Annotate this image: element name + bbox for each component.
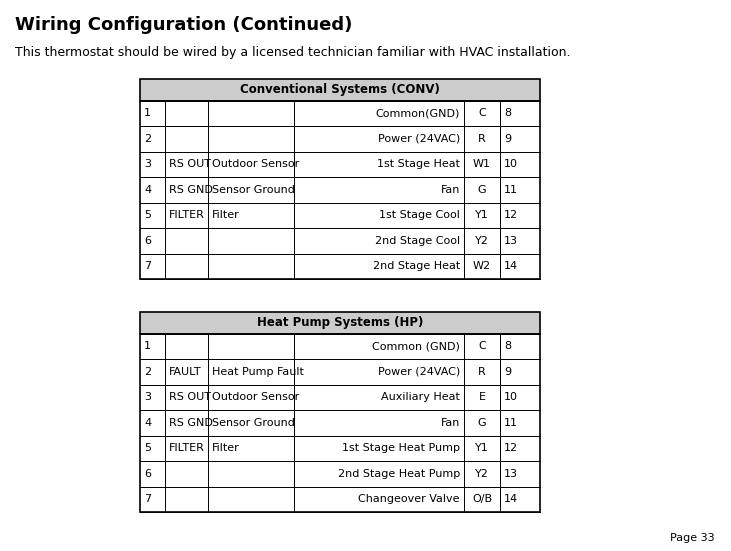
Text: FAULT: FAULT — [169, 367, 202, 377]
Text: 2nd Stage Heat Pump: 2nd Stage Heat Pump — [338, 469, 460, 479]
Text: Auxiliary Heat: Auxiliary Heat — [381, 392, 460, 402]
Text: Y2: Y2 — [475, 469, 489, 479]
Text: 13: 13 — [504, 469, 518, 479]
Text: Sensor Ground: Sensor Ground — [212, 418, 295, 428]
Text: 7: 7 — [144, 494, 151, 504]
Text: 10: 10 — [504, 159, 518, 169]
Text: Y2: Y2 — [475, 236, 489, 246]
Text: 2: 2 — [144, 134, 151, 144]
Text: Common (GND): Common (GND) — [372, 341, 460, 351]
Text: Conventional Systems (CONV): Conventional Systems (CONV) — [240, 83, 440, 96]
Text: RS GND: RS GND — [169, 418, 213, 428]
Text: 3: 3 — [144, 159, 151, 169]
Text: This thermostat should be wired by a licensed technician familiar with HVAC inst: This thermostat should be wired by a lic… — [15, 46, 570, 59]
Bar — [140, 79, 540, 100]
Text: 1: 1 — [144, 341, 151, 351]
Text: Power (24VAC): Power (24VAC) — [378, 367, 460, 377]
Text: Page 33: Page 33 — [670, 533, 715, 543]
Text: Changeover Valve: Changeover Valve — [358, 494, 460, 504]
Text: W2: W2 — [473, 261, 491, 271]
Text: Sensor Ground: Sensor Ground — [212, 185, 295, 195]
Text: 14: 14 — [504, 261, 518, 271]
Text: 14: 14 — [504, 494, 518, 504]
Text: 11: 11 — [504, 185, 518, 195]
Text: RS GND: RS GND — [169, 185, 213, 195]
Text: Filter: Filter — [212, 210, 240, 220]
Text: G: G — [477, 185, 486, 195]
Text: O/B: O/B — [472, 494, 492, 504]
Text: 5: 5 — [144, 443, 151, 453]
Text: FILTER: FILTER — [169, 210, 205, 220]
Text: 1: 1 — [144, 108, 151, 118]
Text: RS OUT: RS OUT — [169, 392, 211, 402]
Bar — [140, 312, 540, 333]
Text: R: R — [478, 367, 486, 377]
Text: 9: 9 — [504, 367, 511, 377]
Text: 5: 5 — [144, 210, 151, 220]
Text: 4: 4 — [144, 185, 151, 195]
Text: 6: 6 — [144, 236, 151, 246]
Text: 1st Stage Cool: 1st Stage Cool — [379, 210, 460, 220]
Text: Power (24VAC): Power (24VAC) — [378, 134, 460, 144]
Text: Outdoor Sensor: Outdoor Sensor — [212, 392, 299, 402]
Text: Filter: Filter — [212, 443, 240, 453]
Text: 12: 12 — [504, 210, 518, 220]
Text: Outdoor Sensor: Outdoor Sensor — [212, 159, 299, 169]
Text: 10: 10 — [504, 392, 518, 402]
Text: 2nd Stage Heat: 2nd Stage Heat — [373, 261, 460, 271]
Text: 7: 7 — [144, 261, 151, 271]
Text: Fan: Fan — [441, 185, 460, 195]
Text: E: E — [479, 392, 485, 402]
Text: 1st Stage Heat: 1st Stage Heat — [377, 159, 460, 169]
Text: R: R — [478, 134, 486, 144]
Text: Heat Pump Systems (HP): Heat Pump Systems (HP) — [257, 316, 423, 329]
Text: Y1: Y1 — [475, 443, 489, 453]
Text: Wiring Configuration (Continued): Wiring Configuration (Continued) — [15, 16, 352, 34]
Text: 4: 4 — [144, 418, 151, 428]
Text: FILTER: FILTER — [169, 443, 205, 453]
Bar — [140, 333, 540, 512]
Text: 6: 6 — [144, 469, 151, 479]
Text: G: G — [477, 418, 486, 428]
Text: 12: 12 — [504, 443, 518, 453]
Text: 8: 8 — [504, 341, 511, 351]
Text: 2: 2 — [144, 367, 151, 377]
Text: 13: 13 — [504, 236, 518, 246]
Text: Common(GND): Common(GND) — [376, 108, 460, 118]
Text: W1: W1 — [473, 159, 491, 169]
Text: C: C — [478, 341, 486, 351]
Text: 9: 9 — [504, 134, 511, 144]
Text: 11: 11 — [504, 418, 518, 428]
Bar — [140, 100, 540, 279]
Text: Y1: Y1 — [475, 210, 489, 220]
Text: 3: 3 — [144, 392, 151, 402]
Text: Fan: Fan — [441, 418, 460, 428]
Text: 8: 8 — [504, 108, 511, 118]
Text: Heat Pump Fault: Heat Pump Fault — [212, 367, 304, 377]
Text: RS OUT: RS OUT — [169, 159, 211, 169]
Text: C: C — [478, 108, 486, 118]
Text: 1st Stage Heat Pump: 1st Stage Heat Pump — [342, 443, 460, 453]
Text: 2nd Stage Cool: 2nd Stage Cool — [375, 236, 460, 246]
